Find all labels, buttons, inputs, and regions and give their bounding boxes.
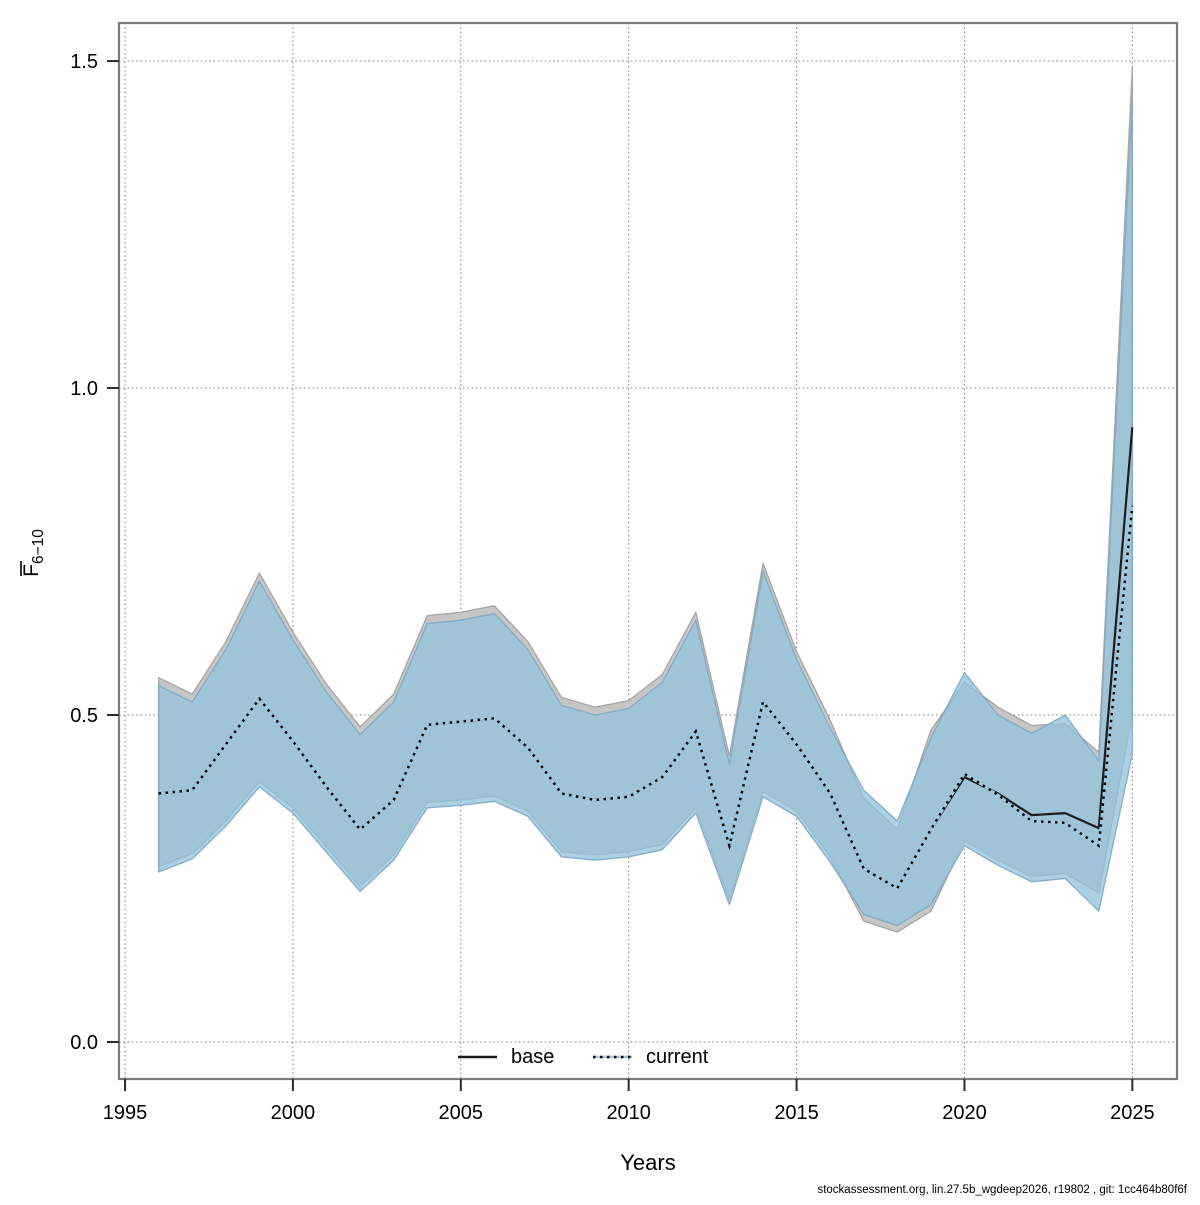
x-tick-label: 1995 [103, 1102, 148, 1124]
x-tick-label: 2010 [606, 1102, 651, 1124]
y-tick-label: 0.5 [70, 705, 98, 727]
y-axis-title-letter: F [20, 564, 43, 577]
legend-current-label: current [646, 1046, 709, 1068]
data-lines [158, 427, 1134, 890]
y-tick-labels: 0.0 0.5 1.0 1.5 [70, 51, 98, 1054]
current-line-underlay [158, 505, 1134, 890]
x-axis-title: Years [620, 1150, 675, 1175]
current-confidence-band [157, 99, 1133, 927]
x-tick-label: 2000 [271, 1102, 316, 1124]
legend: base current [458, 1046, 709, 1068]
x-tick-label: 2005 [439, 1102, 484, 1124]
footer-credit: stockassessment.org, lin.27.5b_wgdeep202… [817, 1184, 1187, 1196]
y-tick-label: 1.5 [70, 51, 98, 73]
y-axis-title: F6−10 [20, 529, 47, 577]
confidence-bands [157, 66, 1133, 933]
x-tick-label: 2025 [1110, 1102, 1155, 1124]
x-tick-label: 2020 [942, 1102, 987, 1124]
plot-border [117, 21, 1179, 1081]
legend-base-label: base [511, 1046, 554, 1068]
axis-ticks [107, 60, 1134, 1091]
y-axis-title-subscript: 6−10 [30, 529, 47, 564]
x-tick-labels: 1995 2000 2005 2010 2015 2020 2025 [103, 1102, 1155, 1124]
y-tick-label: 1.0 [70, 378, 98, 400]
x-tick-label: 2015 [774, 1102, 819, 1124]
y-axis-title-text: F6−10 [20, 529, 47, 577]
y-tick-label: 0.0 [70, 1032, 98, 1054]
